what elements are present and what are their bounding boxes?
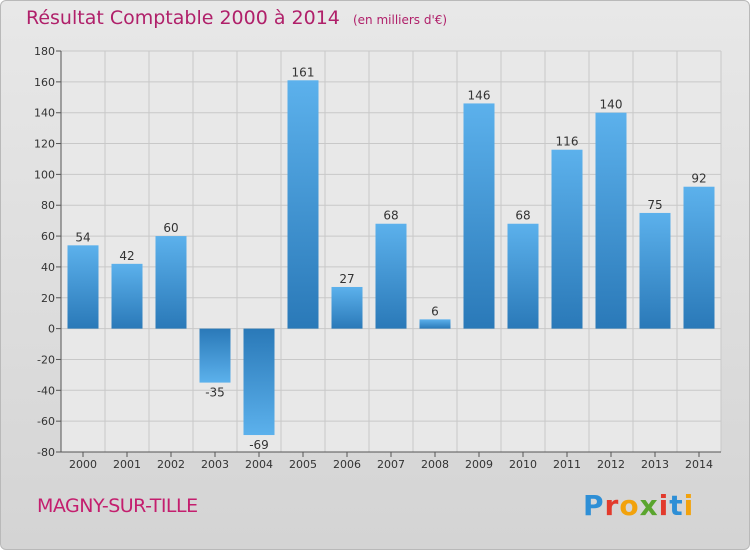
x-tick-label: 2013	[641, 458, 669, 471]
x-tick-label: 2003	[201, 458, 229, 471]
x-tick-label: 2014	[685, 458, 713, 471]
bar-2013	[639, 212, 671, 329]
value-label: 146	[468, 88, 491, 102]
y-tick-label: 40	[41, 261, 55, 274]
value-label: 161	[292, 65, 315, 79]
y-tick-label: -40	[37, 384, 55, 397]
value-label: 75	[647, 198, 662, 212]
y-tick-label: 0	[48, 323, 55, 336]
value-label: -69	[249, 438, 269, 452]
logo-letter: x	[639, 489, 659, 522]
bar-2009	[463, 103, 495, 329]
y-tick-label: 180	[34, 45, 55, 58]
bar-2005	[287, 80, 319, 329]
logo-letter: i	[658, 489, 670, 522]
bar-2011	[551, 149, 583, 329]
value-label: 60	[163, 221, 178, 235]
logo-letter: P	[583, 489, 605, 522]
chart-header: Résultat Comptable 2000 à 2014 (en milli…	[26, 7, 447, 29]
value-label: 68	[515, 209, 530, 223]
y-tick-label: 160	[34, 76, 55, 89]
value-label: 54	[75, 230, 90, 244]
bar-2007	[375, 223, 407, 329]
chart-title: Résultat Comptable 2000 à 2014	[26, 7, 340, 29]
y-tick-label: 120	[34, 138, 55, 151]
y-tick-label: 60	[41, 230, 55, 243]
y-tick-label: -80	[37, 446, 55, 459]
bar-2002	[155, 236, 187, 329]
x-tick-label: 2000	[69, 458, 97, 471]
bar-2008	[419, 319, 451, 329]
logo-letter: t	[669, 489, 684, 522]
value-label: 116	[556, 135, 579, 149]
x-tick-label: 2007	[377, 458, 405, 471]
y-tick-label: 140	[34, 107, 55, 120]
x-tick-label: 2011	[553, 458, 581, 471]
bars	[67, 80, 715, 436]
commune-name: MAGNY-SUR-TILLE	[37, 495, 198, 517]
value-label: -35	[205, 386, 225, 400]
y-tick-label: 100	[34, 168, 55, 181]
y-tick-label: -20	[37, 353, 55, 366]
x-tick-label: 2001	[113, 458, 141, 471]
x-tick-label: 2006	[333, 458, 361, 471]
logo-letter: i	[683, 489, 695, 522]
bar-2001	[111, 263, 143, 329]
bar-2010	[507, 223, 539, 329]
value-label: 27	[339, 272, 354, 286]
value-label: 140	[600, 98, 623, 112]
value-label: 42	[119, 249, 134, 263]
bar-2004	[243, 328, 275, 436]
bar-2012	[595, 112, 627, 329]
logo-letter: r	[604, 489, 620, 522]
value-label: 6	[431, 304, 439, 318]
bar-2003	[199, 328, 231, 383]
x-tick-label: 2010	[509, 458, 537, 471]
value-label: 92	[691, 172, 706, 186]
y-tick-label: 20	[41, 292, 55, 305]
bar-2006	[331, 286, 363, 329]
bar-2014	[683, 186, 715, 329]
x-tick-label: 2005	[289, 458, 317, 471]
value-label: 68	[383, 209, 398, 223]
logo-letter: o	[619, 489, 640, 522]
x-tick-label: 2002	[157, 458, 185, 471]
proxiti-logo: Proxiti	[583, 489, 694, 522]
axes: 180 160 140 120 100 80 60 40 20 0 -20 -40 -60 -80 2000…	[34, 45, 721, 471]
x-tick-label: 2004	[245, 458, 273, 471]
x-tick-label: 2008	[421, 458, 449, 471]
chart-subtitle: (en milliers d'€)	[352, 13, 448, 27]
y-tick-label: 80	[41, 199, 55, 212]
x-tick-label: 2009	[465, 458, 493, 471]
y-tick-label: -60	[37, 415, 55, 428]
value-labels: 54 42 60 -35 -69 161 27 68 6 146 68 116 140 75 92	[75, 65, 706, 452]
bar-2000	[67, 245, 99, 329]
x-tick-label: 2012	[597, 458, 625, 471]
